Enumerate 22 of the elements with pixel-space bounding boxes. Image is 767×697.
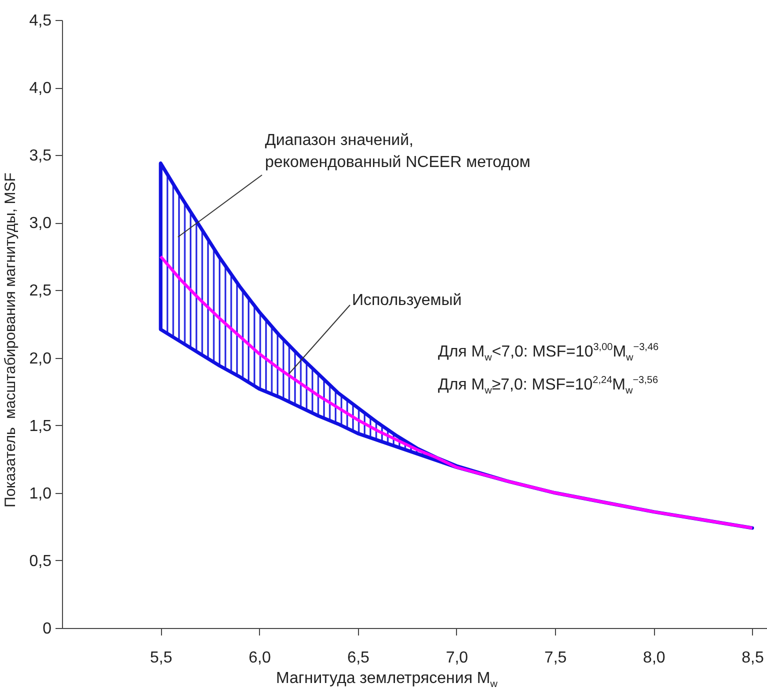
y-tick-label: 4,5	[29, 12, 52, 30]
y-tick-label: 0	[42, 620, 52, 638]
x-axis-title: Магнитуда землетрясения M$_{w}$	[276, 669, 498, 692]
y-tick-label: 3,0	[29, 215, 52, 232]
x-tick-label: 7,5	[544, 650, 567, 666]
x-tick-label: 8,5	[742, 650, 764, 666]
y-tick-label: 3,5	[29, 148, 52, 165]
annotation: Используемый	[352, 291, 462, 311]
x-tick-label: 6,0	[248, 650, 271, 666]
x-tick-label: 7,0	[446, 650, 468, 666]
annotation: Диапазон значений, рекомендованный NCEER методом	[265, 131, 530, 173]
y-tick-label: 1,5	[29, 418, 52, 435]
y-tick-label: 4,0	[29, 80, 52, 98]
y-tick-label: 2,5	[29, 282, 52, 300]
x-tick-label: 5,5	[150, 650, 172, 666]
y-tick-label: 0,5	[29, 552, 52, 570]
y-axis-title: Показатель масштабирования магнитуды, MSF	[2, 172, 20, 508]
x-tick-label: 6,5	[347, 650, 370, 666]
y-tick-label: 1,0	[29, 485, 52, 502]
line-series	[159, 254, 754, 530]
x-tick-label: 8,0	[643, 650, 666, 666]
y-tick-label: 2,0	[29, 350, 52, 368]
